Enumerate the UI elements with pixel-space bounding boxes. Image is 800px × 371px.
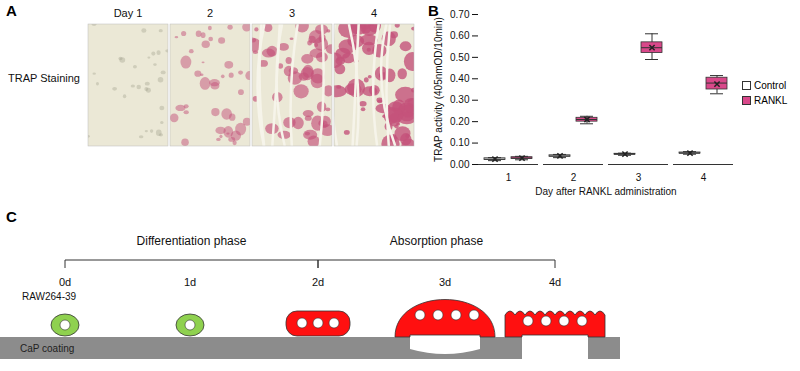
svg-text:RAW264-39: RAW264-39: [22, 291, 77, 302]
svg-text:3: 3: [289, 7, 295, 19]
html-text:B: B: [428, 2, 439, 19]
svg-text:4: 4: [371, 7, 377, 19]
svg-text:0.60: 0.60: [450, 30, 470, 41]
svg-text:Absorption phase: Absorption phase: [390, 234, 484, 248]
svg-text:1: 1: [506, 172, 512, 183]
svg-text:3d: 3d: [439, 276, 451, 288]
html-text:Control: Control: [754, 80, 787, 91]
html-text:A: A: [6, 2, 17, 19]
svg-text:3: 3: [636, 172, 642, 183]
svg-text:0d: 0d: [59, 276, 71, 288]
svg-text:Day after RANKL administration: Day after RANKL administration: [535, 186, 676, 197]
svg-text:0.10: 0.10: [450, 137, 470, 148]
svg-text:0.30: 0.30: [450, 94, 470, 105]
svg-text:0.00: 0.00: [450, 159, 470, 170]
svg-text:0.20: 0.20: [450, 116, 470, 127]
html-text:RANKL: RANKL: [754, 95, 788, 106]
svg-text:4d: 4d: [549, 276, 561, 288]
html-text:C: C: [6, 208, 17, 225]
svg-text:2: 2: [207, 7, 213, 19]
svg-text:Day 1: Day 1: [114, 7, 143, 19]
svg-text:4: 4: [701, 172, 707, 183]
svg-text:CaP coating: CaP coating: [20, 343, 74, 354]
svg-text:0.50: 0.50: [450, 52, 470, 63]
svg-text:0.70: 0.70: [450, 9, 470, 20]
svg-text:TRAP activity (405nmOD/10min): TRAP activity (405nmOD/10min): [433, 17, 444, 162]
svg-text:TRAP Staining: TRAP Staining: [8, 72, 80, 84]
svg-text:2: 2: [571, 172, 577, 183]
svg-text:1d: 1d: [184, 276, 196, 288]
svg-text:Differentiation phase: Differentiation phase: [137, 234, 247, 248]
svg-text:0.40: 0.40: [450, 73, 470, 84]
svg-text:2d: 2d: [312, 276, 324, 288]
